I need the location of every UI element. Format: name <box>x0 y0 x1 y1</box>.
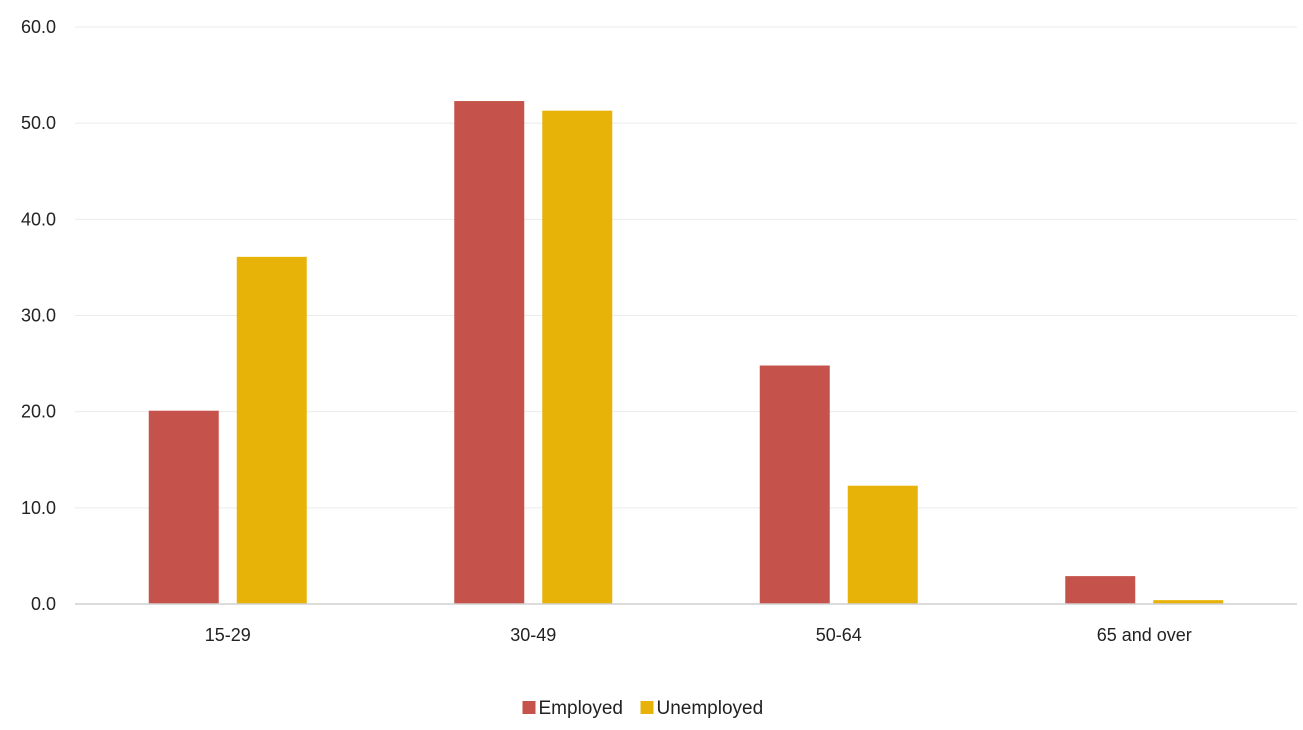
x-tick-label: 65 and over <box>1097 625 1192 645</box>
bar-unemployed-0 <box>236 256 307 604</box>
y-tick-label: 60.0 <box>21 17 56 37</box>
x-axis-tick-labels: 15-29 30-49 50-64 65 and over <box>205 625 1192 645</box>
legend: Employed Unemployed <box>522 698 764 719</box>
legend-label-employed: Employed <box>539 698 624 719</box>
legend-label-unemployed: Unemployed <box>657 698 764 719</box>
bar-unemployed-3 <box>1153 600 1224 604</box>
y-tick-label: 30.0 <box>21 306 56 326</box>
bar-employed-3 <box>1065 576 1136 604</box>
x-tick-label: 50-64 <box>816 625 862 645</box>
y-tick-label: 50.0 <box>21 113 56 133</box>
y-axis-tick-labels: 0.0 10.0 20.0 30.0 40.0 50.0 60.0 <box>21 17 56 614</box>
x-tick-label: 15-29 <box>205 625 251 645</box>
y-tick-label: 20.0 <box>21 402 56 422</box>
bar-employed-1 <box>454 101 525 604</box>
bar-employed-2 <box>759 365 830 604</box>
x-tick-label: 30-49 <box>510 625 556 645</box>
bar-employed-0 <box>148 410 219 604</box>
legend-swatch-employed <box>522 701 536 714</box>
legend-swatch-unemployed <box>640 701 654 714</box>
bars <box>148 101 1224 604</box>
y-tick-label: 10.0 <box>21 498 56 518</box>
bar-unemployed-2 <box>847 485 918 604</box>
y-tick-label: 0.0 <box>31 594 56 614</box>
y-tick-label: 40.0 <box>21 209 56 229</box>
bar-unemployed-1 <box>542 110 613 604</box>
